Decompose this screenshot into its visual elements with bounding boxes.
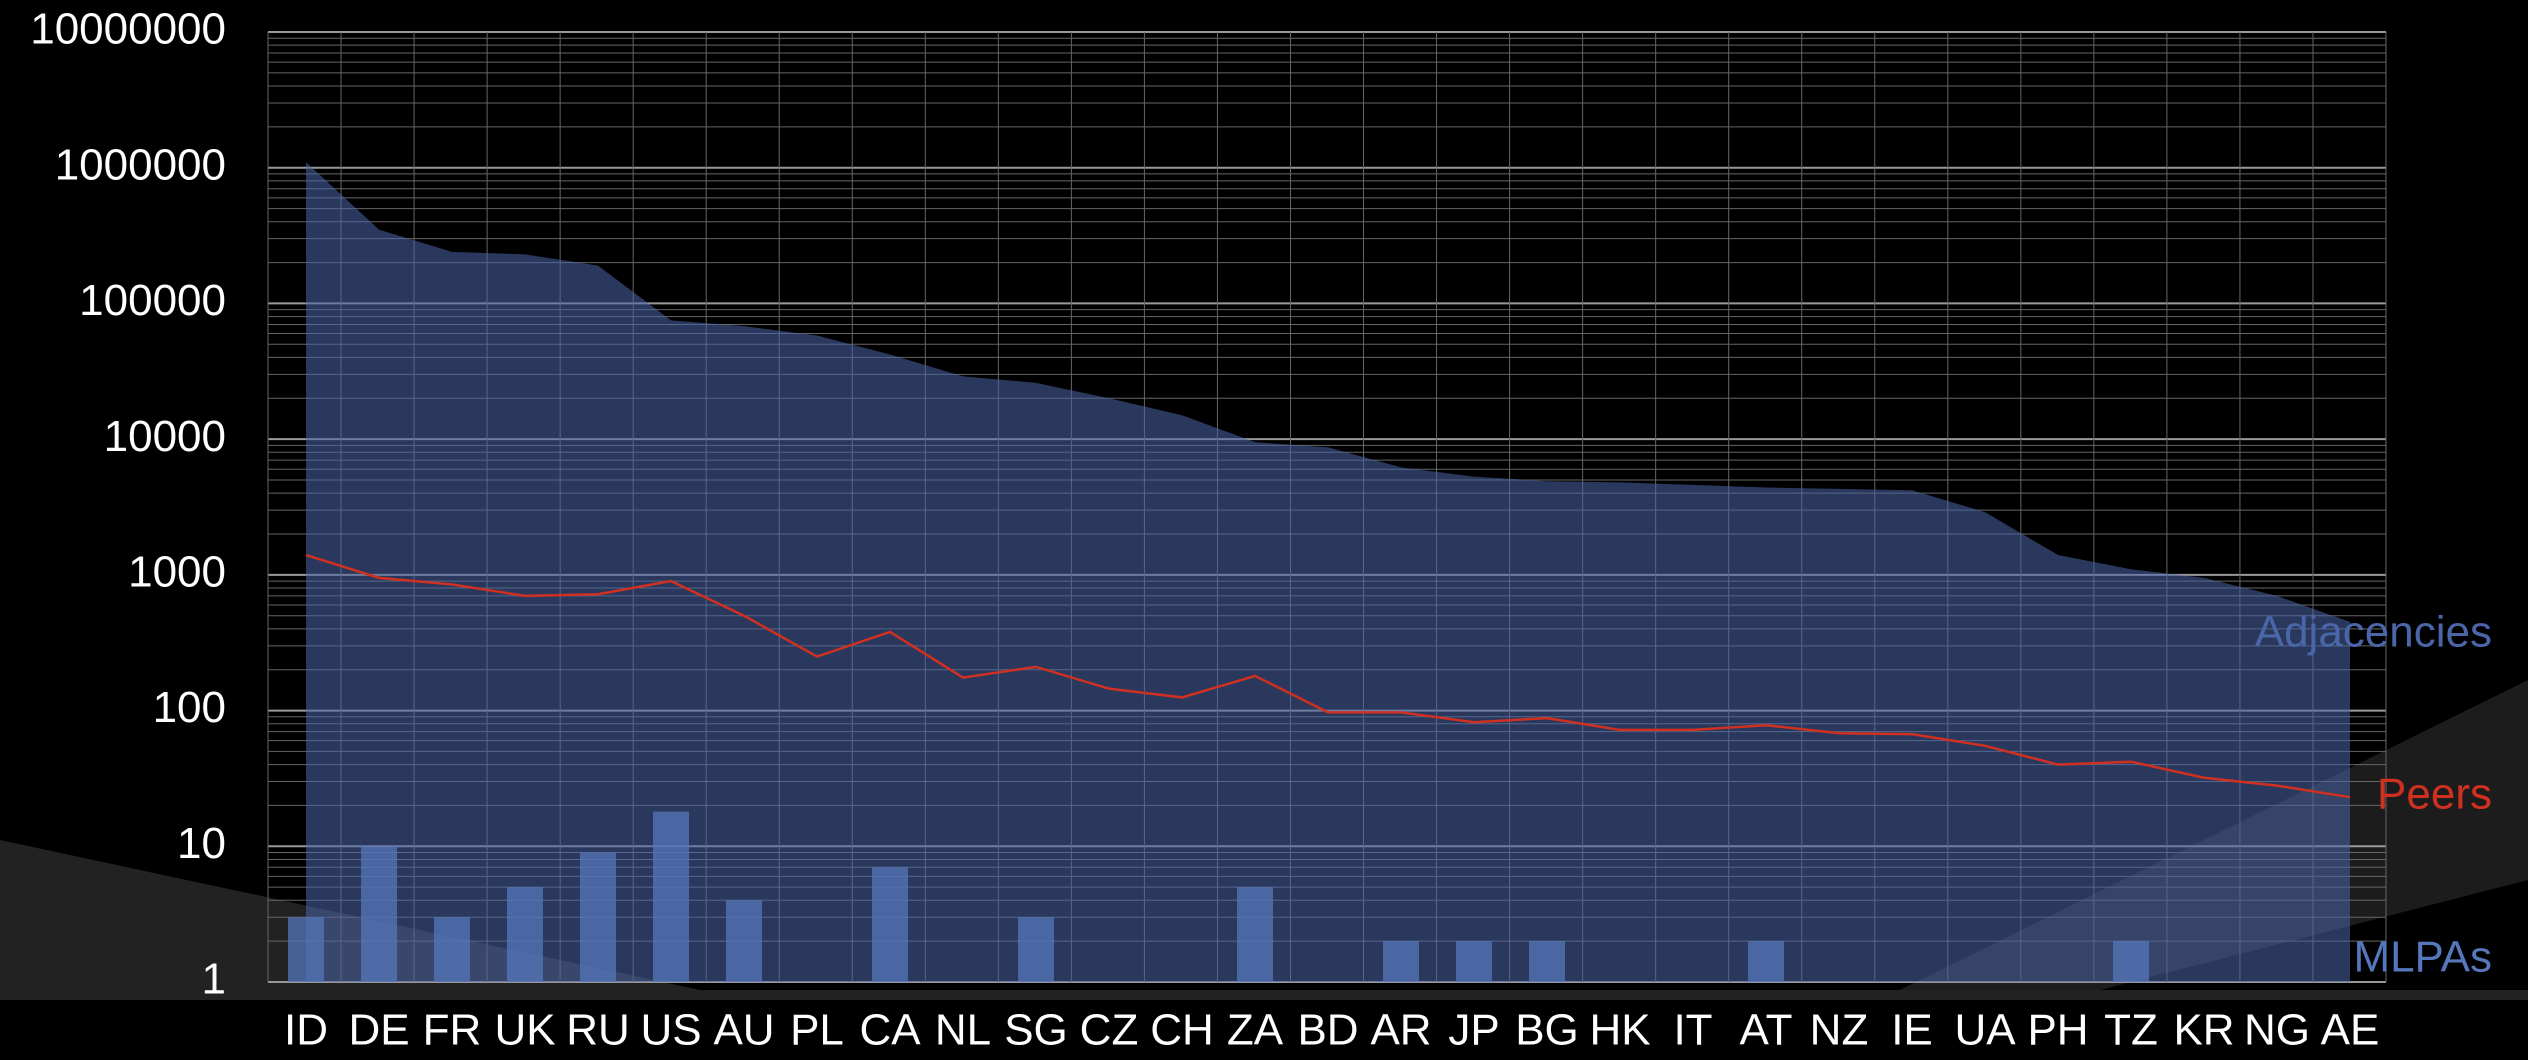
- legend-label: MLPAs: [2353, 933, 2492, 982]
- bar: [507, 887, 543, 982]
- x-tick-label: CH: [1150, 1006, 1214, 1055]
- x-tick-label: TZ: [2104, 1006, 2158, 1055]
- x-tick-label: AT: [1740, 1006, 1793, 1055]
- bar: [1456, 941, 1492, 982]
- x-tick-label: UK: [494, 1006, 555, 1055]
- x-tick-label: AR: [1370, 1006, 1431, 1055]
- y-tick-label: 1: [202, 955, 226, 1004]
- x-tick-label: PL: [790, 1006, 844, 1055]
- x-tick-label: ZA: [1227, 1006, 1284, 1055]
- bar: [361, 846, 397, 982]
- line: [305, 553, 2351, 799]
- bar: [580, 852, 616, 982]
- x-tick-label: IT: [1673, 1006, 1712, 1055]
- y-tick-label: 100: [153, 683, 226, 732]
- bar: [1383, 941, 1419, 982]
- x-tick-label: CZ: [1080, 1006, 1139, 1055]
- x-tick-label: KR: [2173, 1006, 2234, 1055]
- legend-label: Peers: [2377, 770, 2492, 819]
- bar: [1748, 941, 1784, 982]
- y-tick-label: 10000: [104, 412, 226, 461]
- x-tick-label: PH: [2027, 1006, 2088, 1055]
- y-tick-label: 10000000: [30, 5, 226, 54]
- y-tick-label: 10: [177, 819, 226, 868]
- x-tick-label: ID: [284, 1006, 328, 1055]
- x-tick-label: BD: [1297, 1006, 1358, 1055]
- x-tick-label: DE: [348, 1006, 409, 1055]
- x-tick-label: FR: [423, 1006, 482, 1055]
- x-tick-label: SG: [1004, 1006, 1068, 1055]
- x-tick-label: NZ: [1810, 1006, 1869, 1055]
- legend-label: Adjacencies: [2255, 608, 2492, 657]
- y-tick-label: 100000: [79, 276, 226, 325]
- y-tick-label: 1000000: [55, 140, 226, 189]
- bar: [726, 900, 762, 982]
- bar: [653, 811, 689, 982]
- x-tick-label: JP: [1448, 1006, 1499, 1055]
- bar: [872, 867, 908, 982]
- x-tick-label: NG: [2244, 1006, 2310, 1055]
- x-tick-label: CA: [859, 1006, 921, 1055]
- x-tick-label: US: [640, 1006, 701, 1055]
- bar: [288, 917, 324, 982]
- x-tick-label: BG: [1515, 1006, 1579, 1055]
- bar: [2113, 941, 2149, 982]
- bar: [1237, 887, 1273, 982]
- bar: [1018, 917, 1054, 982]
- x-tick-label: UA: [1954, 1006, 2016, 1055]
- bar: [1529, 941, 1565, 982]
- y-tick-label: 1000: [128, 547, 226, 596]
- decor-stripe: [0, 840, 2528, 1000]
- x-tick-label: IE: [1891, 1006, 1933, 1055]
- x-tick-label: NL: [935, 1006, 991, 1055]
- bar: [434, 917, 470, 982]
- x-tick-label: AE: [2321, 1006, 2380, 1055]
- area: [306, 162, 2350, 983]
- x-tick-label: HK: [1589, 1006, 1650, 1055]
- x-tick-label: RU: [566, 1006, 630, 1055]
- x-tick-label: AU: [713, 1006, 774, 1055]
